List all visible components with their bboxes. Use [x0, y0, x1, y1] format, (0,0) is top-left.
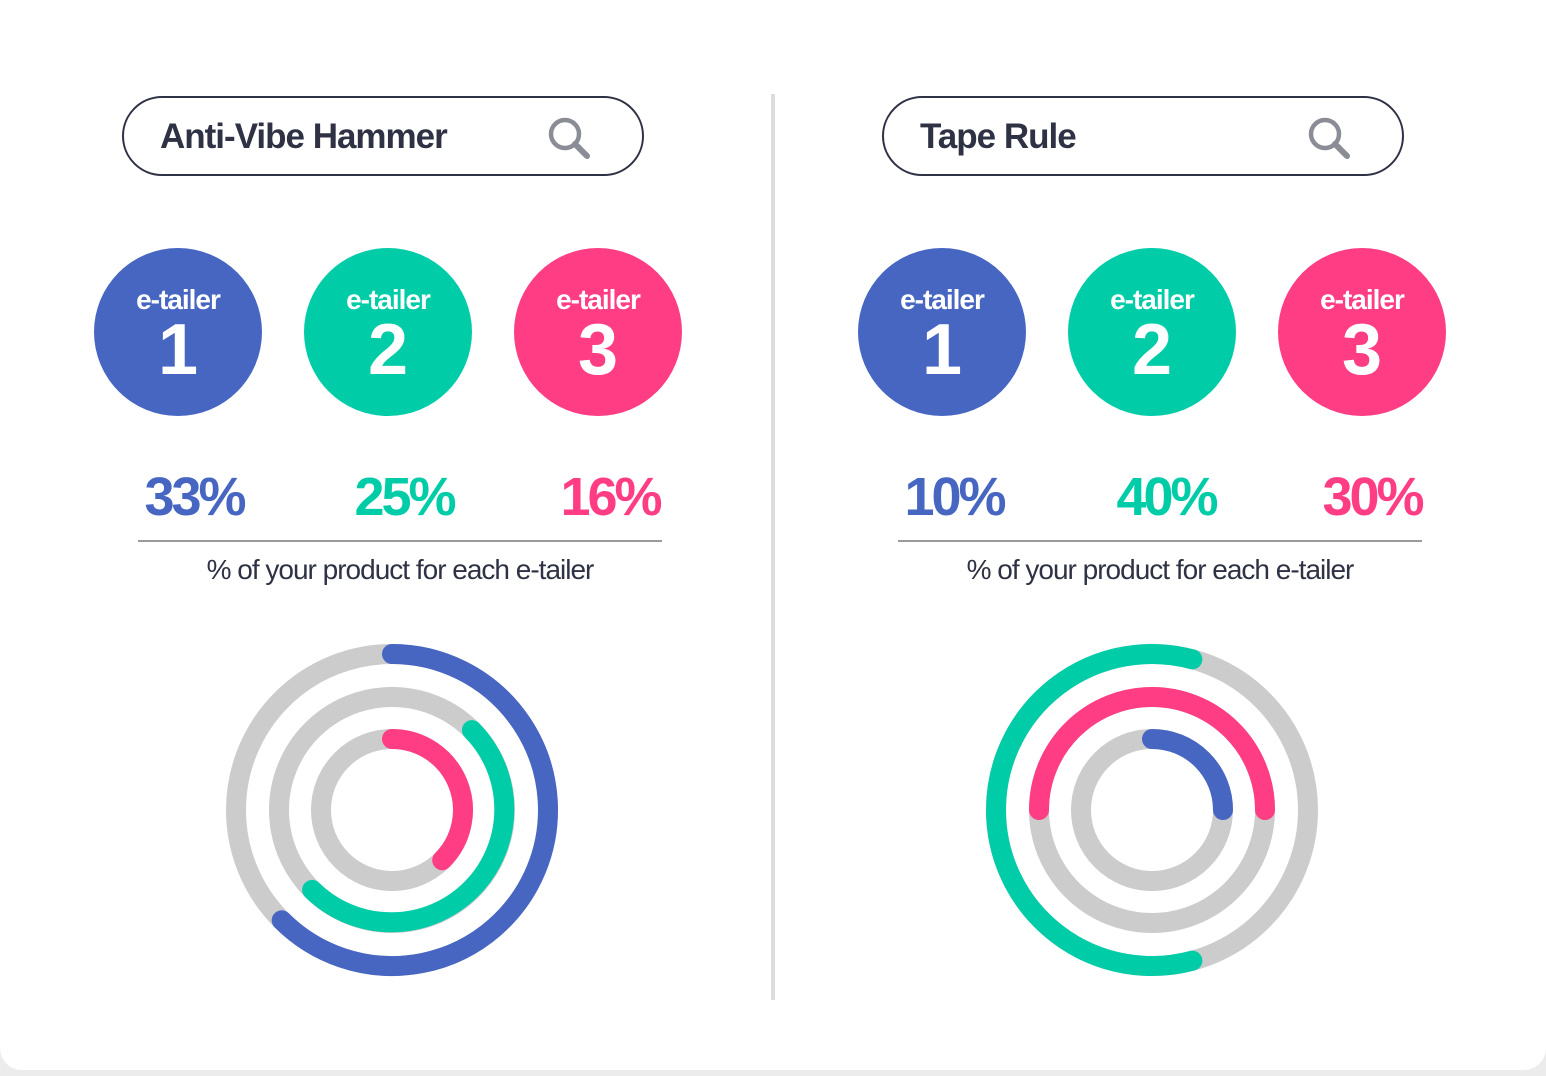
ring-arc-etailer-3: [1029, 687, 1275, 820]
etailer-1-percentage: 10%: [904, 467, 1006, 527]
ring-arc-etailer-1: [271, 644, 558, 976]
etailer-label: e-tailer: [900, 284, 985, 315]
etailer-label: e-tailer: [346, 284, 431, 315]
radial-ring-chart: [226, 644, 558, 976]
radial-ring-chart: [986, 644, 1318, 976]
etailer-2-badge: e-tailer 2: [1068, 248, 1236, 416]
etailer-1-badge: e-tailer 1: [94, 248, 262, 416]
etailer-number: 1: [921, 310, 963, 390]
etailer-2-percentage: 40%: [1116, 467, 1218, 527]
product-panel-anti-vibe-hammer: Anti-Vibe Hammer e-tailer 1 e-tailer 2 e…: [0, 0, 773, 1070]
etailer-label: e-tailer: [136, 284, 221, 315]
ring-arc-etailer-1: [1142, 729, 1233, 820]
product-name: Tape Rule: [920, 117, 1077, 156]
search-box[interactable]: Anti-Vibe Hammer: [122, 96, 644, 176]
etailer-2-percentage: 25%: [354, 467, 456, 527]
etailer-number: 3: [1341, 310, 1383, 390]
etailer-1-badge: e-tailer 1: [858, 248, 1026, 416]
caption: % of your product for each e-tailer: [966, 554, 1355, 585]
etailer-number: 2: [1131, 310, 1173, 390]
product-name: Anti-Vibe Hammer: [160, 117, 448, 156]
etailer-label: e-tailer: [556, 284, 641, 315]
etailer-label: e-tailer: [1110, 284, 1195, 315]
percentage-underline: [138, 540, 662, 542]
etailer-number: 3: [577, 310, 619, 390]
search-icon[interactable]: [546, 115, 592, 161]
product-panel-tape-rule: Tape Rule e-tailer 1 e-tailer 2 e-tailer…: [760, 0, 1533, 1070]
etailer-label: e-tailer: [1320, 284, 1405, 315]
etailer-2-badge: e-tailer 2: [304, 248, 472, 416]
etailer-number: 2: [367, 310, 409, 390]
etailer-number: 1: [157, 310, 199, 390]
search-icon[interactable]: [1306, 115, 1352, 161]
etailer-3-badge: e-tailer 3: [514, 248, 682, 416]
etailer-3-badge: e-tailer 3: [1278, 248, 1446, 416]
etailer-1-percentage: 33%: [144, 467, 246, 527]
ring-arc-etailer-2: [986, 644, 1203, 976]
ring-arc-etailer-3: [382, 729, 473, 871]
percentage-underline: [898, 540, 1422, 542]
ring-arc-etailer-2: [302, 720, 515, 933]
caption: % of your product for each e-tailer: [206, 554, 595, 585]
search-box[interactable]: Tape Rule: [882, 96, 1404, 176]
etailer-3-percentage: 30%: [1322, 467, 1424, 527]
etailer-3-percentage: 16%: [560, 467, 662, 527]
panel-divider: [771, 94, 775, 1000]
